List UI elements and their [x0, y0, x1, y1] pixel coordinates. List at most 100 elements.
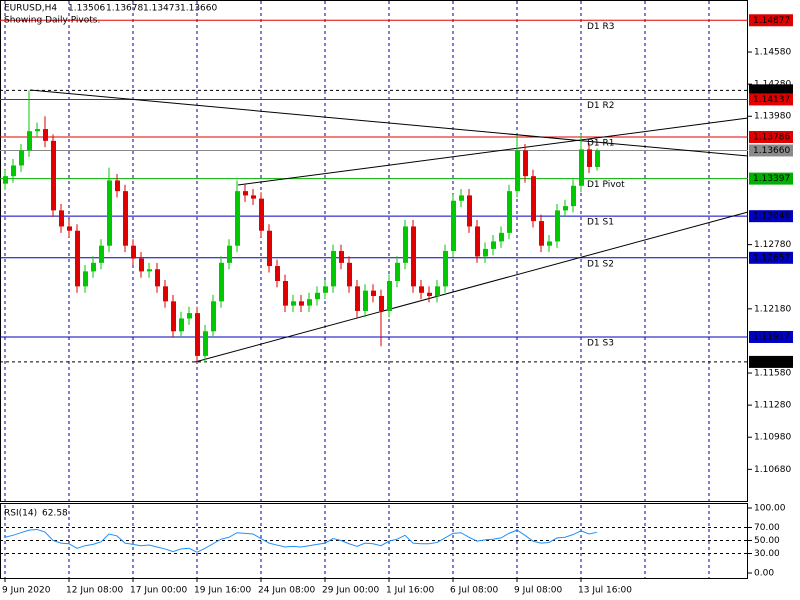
rsi-tick-label: 0.00	[754, 569, 774, 579]
candle-body	[155, 269, 160, 287]
main-frame	[0, 0, 748, 502]
rsi-line	[4, 528, 598, 553]
candle-body	[299, 301, 304, 306]
candle-body	[3, 176, 8, 184]
y-tick-label: 1.13980	[754, 112, 791, 122]
candle-body	[267, 230, 272, 267]
price-label-box	[749, 84, 793, 97]
level-name: D1 S3	[587, 338, 614, 348]
price-label-box	[749, 172, 793, 185]
rsi-tick-label: 70.00	[754, 523, 780, 533]
price-label-box	[749, 93, 793, 106]
candle-body	[115, 180, 120, 192]
y-tick-label: 1.14580	[754, 48, 791, 58]
x-tick-label: 9 Jul 08:00	[514, 586, 563, 596]
candle-body	[451, 200, 456, 252]
price-label: 1.11917	[753, 332, 790, 342]
candle-body	[371, 290, 376, 296]
candle-body	[347, 262, 352, 287]
candle-body	[363, 290, 368, 311]
candle-body	[75, 230, 80, 287]
level-name: D1 R1	[587, 138, 615, 148]
y-tick-label: 1.12780	[754, 240, 791, 250]
candle-body	[467, 195, 472, 227]
x-tick-label: 24 Jun 08:00	[258, 586, 315, 596]
price-label: 1.13660	[753, 146, 790, 156]
level-name: D1 S1	[587, 218, 614, 228]
ohlc-close: 1.13660	[180, 4, 217, 14]
trend-line	[29, 89, 749, 157]
price-label: 1.14877	[753, 16, 790, 26]
x-tick-label: 13 Jul 16:00	[578, 586, 632, 596]
ohlc-high: 1.13678	[106, 4, 143, 14]
candle-body	[19, 150, 24, 166]
price-label-box	[749, 330, 793, 343]
candle-body	[11, 165, 16, 177]
candle-body	[563, 206, 568, 211]
rsi-tick-label: 100.00	[754, 504, 786, 514]
price-label: 1.14137	[753, 95, 790, 105]
candle-body	[555, 210, 560, 242]
ohlc-low: 1.13473	[143, 4, 180, 14]
candle-body	[547, 241, 552, 246]
candles	[3, 90, 600, 553]
candle-body	[235, 191, 240, 246]
candle-body	[403, 226, 408, 263]
symbol: EURUSD,H4	[4, 4, 57, 14]
candle-body	[187, 313, 192, 319]
candle-body	[483, 248, 488, 257]
y-tick-label: 1.10980	[754, 433, 791, 443]
trend-lines	[29, 89, 749, 363]
price-label: 1.11684	[753, 357, 790, 367]
candle-body	[387, 281, 392, 311]
candle-body	[587, 149, 592, 167]
candle-body	[379, 295, 384, 311]
candle-body	[123, 191, 128, 246]
price-label: 1.13786	[753, 132, 790, 142]
price-label-box	[749, 210, 793, 223]
candle-body	[259, 198, 264, 231]
candle-body	[491, 241, 496, 249]
trend-line	[237, 117, 749, 186]
candle-body	[107, 180, 112, 246]
level-name: D1 Pivot	[587, 180, 625, 190]
y-tick-label: 1.12180	[754, 304, 791, 314]
level-name: D1 R3	[587, 22, 615, 32]
candle-body	[59, 210, 64, 227]
candle-body	[171, 301, 176, 332]
candle-body	[291, 301, 296, 306]
x-tick-label: 17 Jun 00:00	[130, 586, 187, 596]
candle-body	[579, 149, 584, 186]
candle-body	[139, 258, 144, 272]
candle-body	[43, 129, 48, 141]
candle-body	[83, 271, 88, 287]
rsi-name: RSI(14)	[4, 509, 37, 519]
candle-body	[243, 191, 248, 196]
y-tick-label: 1.11580	[754, 369, 791, 379]
candle-body	[227, 245, 232, 263]
price-label-box	[749, 14, 793, 27]
candle-body	[595, 150, 600, 167]
x-tick-label: 19 Jun 16:00	[194, 586, 251, 596]
candle-body	[131, 245, 136, 259]
candle-body	[283, 281, 288, 306]
candle-body	[147, 269, 152, 272]
candle-body	[571, 185, 576, 207]
candle-body	[531, 176, 536, 222]
candle-body	[307, 299, 312, 306]
candle-body	[195, 313, 200, 356]
candle-body	[211, 301, 216, 332]
x-tick-label: 29 Jun 00:00	[322, 586, 379, 596]
candle-body	[179, 318, 184, 332]
price-label: 1.13397	[753, 174, 790, 184]
axes: 9 Jun 2020 12 Jun 08:00 17 Jun 00:00 19 Jun…	[2, 14, 793, 596]
candle-body	[163, 286, 168, 302]
candle-body	[323, 286, 328, 293]
candle-body	[251, 195, 256, 199]
y-tick-label: 1.10680	[754, 465, 791, 475]
candle-body	[475, 226, 480, 257]
candle-body	[539, 221, 544, 246]
price-label-box	[749, 130, 793, 143]
